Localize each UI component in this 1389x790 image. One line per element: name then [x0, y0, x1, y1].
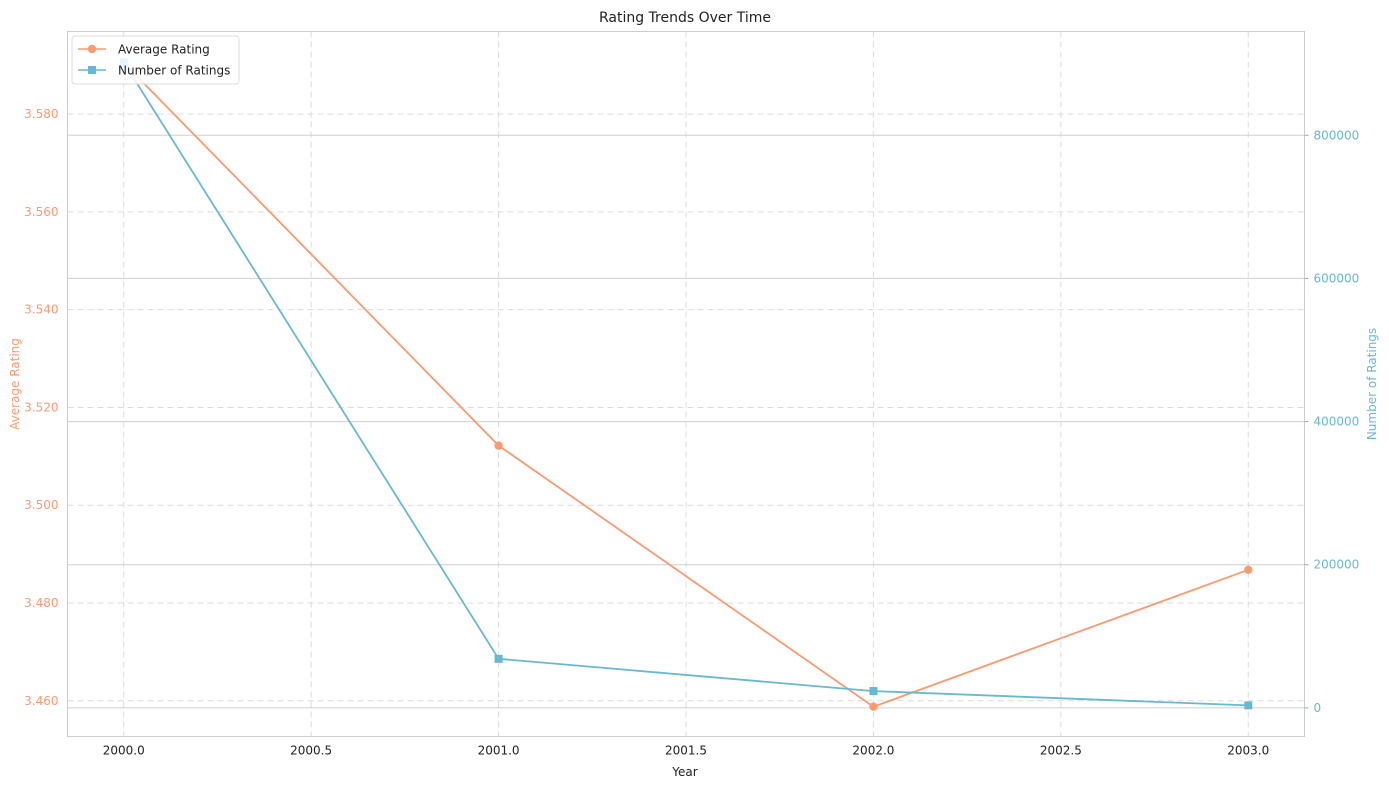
left-y-tick-label: 3.540 [24, 303, 58, 317]
legend-marker-number-of-ratings [88, 66, 96, 74]
right-y-tick-label: 200000 [1314, 558, 1360, 572]
series-line-average-rating [123, 62, 1249, 708]
right-y-tick-label: 0 [1314, 701, 1322, 715]
right-y-axis-ticks: 0 200000 400000 600000 800000 [1304, 128, 1360, 715]
left-y-tick-label: 3.520 [24, 400, 58, 414]
right-y-tick-label: 600000 [1314, 271, 1360, 285]
left-y-axis-ticks: 3.460 3.480 3.500 3.520 3.540 3.560 3.580 [24, 107, 58, 708]
x-tick-label: 2001.0 [478, 744, 520, 758]
data-point-average-rating [1244, 565, 1253, 574]
left-y-tick-label: 3.560 [24, 205, 58, 219]
left-y-tick-label: 3.480 [24, 596, 58, 610]
legend-label-number-of-ratings: Number of Ratings [118, 64, 230, 78]
grid-lines [67, 31, 1305, 737]
left-y-tick-label: 3.460 [24, 694, 58, 708]
right-y-tick-label: 400000 [1314, 415, 1360, 429]
x-tick-label: 2001.5 [665, 744, 707, 758]
plot-frame [67, 31, 1305, 737]
x-axis-label: Year [671, 765, 697, 779]
legend-box [71, 35, 240, 85]
left-y-axis-label: Average Rating [8, 338, 22, 430]
data-point-average-rating [494, 441, 503, 450]
left-y-tick-label: 3.580 [24, 107, 58, 121]
x-tick-label: 2003.0 [1227, 744, 1269, 758]
x-axis-ticks: 2000.0 2000.5 2001.0 2001.5 2002.0 2002.5 2003… [103, 744, 1270, 758]
chart-title: Rating Trends Over Time [599, 10, 771, 26]
x-tick-label: 2000.5 [290, 744, 332, 758]
data-point-average-rating [869, 702, 878, 711]
data-point-number-of-ratings [1244, 701, 1253, 710]
right-axis-grid-lines [67, 134, 1305, 709]
data-point-number-of-ratings [494, 654, 503, 663]
left-y-tick-label: 3.500 [24, 498, 58, 512]
series-line-number-of-ratings [122, 61, 1249, 707]
x-tick-label: 2002.0 [852, 744, 894, 758]
x-tick-label: 2002.5 [1040, 744, 1082, 758]
legend-marker-average-rating [87, 44, 97, 54]
legend: Average Rating Number of Ratings [71, 35, 240, 85]
right-y-axis-label: Number of Ratings [1365, 328, 1379, 440]
right-y-tick-label: 800000 [1314, 128, 1360, 142]
x-tick-label: 2000.0 [103, 744, 145, 758]
data-point-number-of-ratings [869, 687, 878, 696]
legend-label-average-rating: Average Rating [118, 43, 210, 57]
